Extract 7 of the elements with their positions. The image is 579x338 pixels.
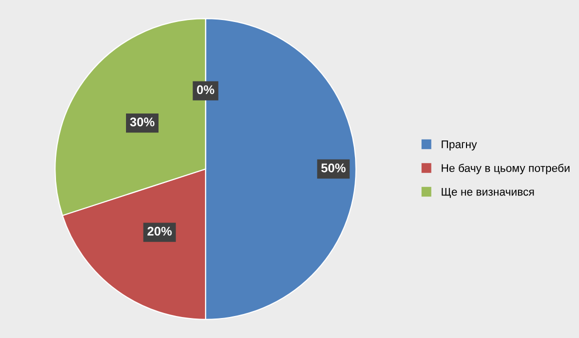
legend-label: Ще не визначився [442,188,534,198]
text: 0% [197,85,214,94]
data-label: 30% [130,118,154,126]
legend-label: Прагну [442,140,477,150]
data-label: 50% [321,164,346,172]
legend-label: Не бачу в цьому потреби [442,164,570,174]
data-label: 20% [147,226,172,236]
